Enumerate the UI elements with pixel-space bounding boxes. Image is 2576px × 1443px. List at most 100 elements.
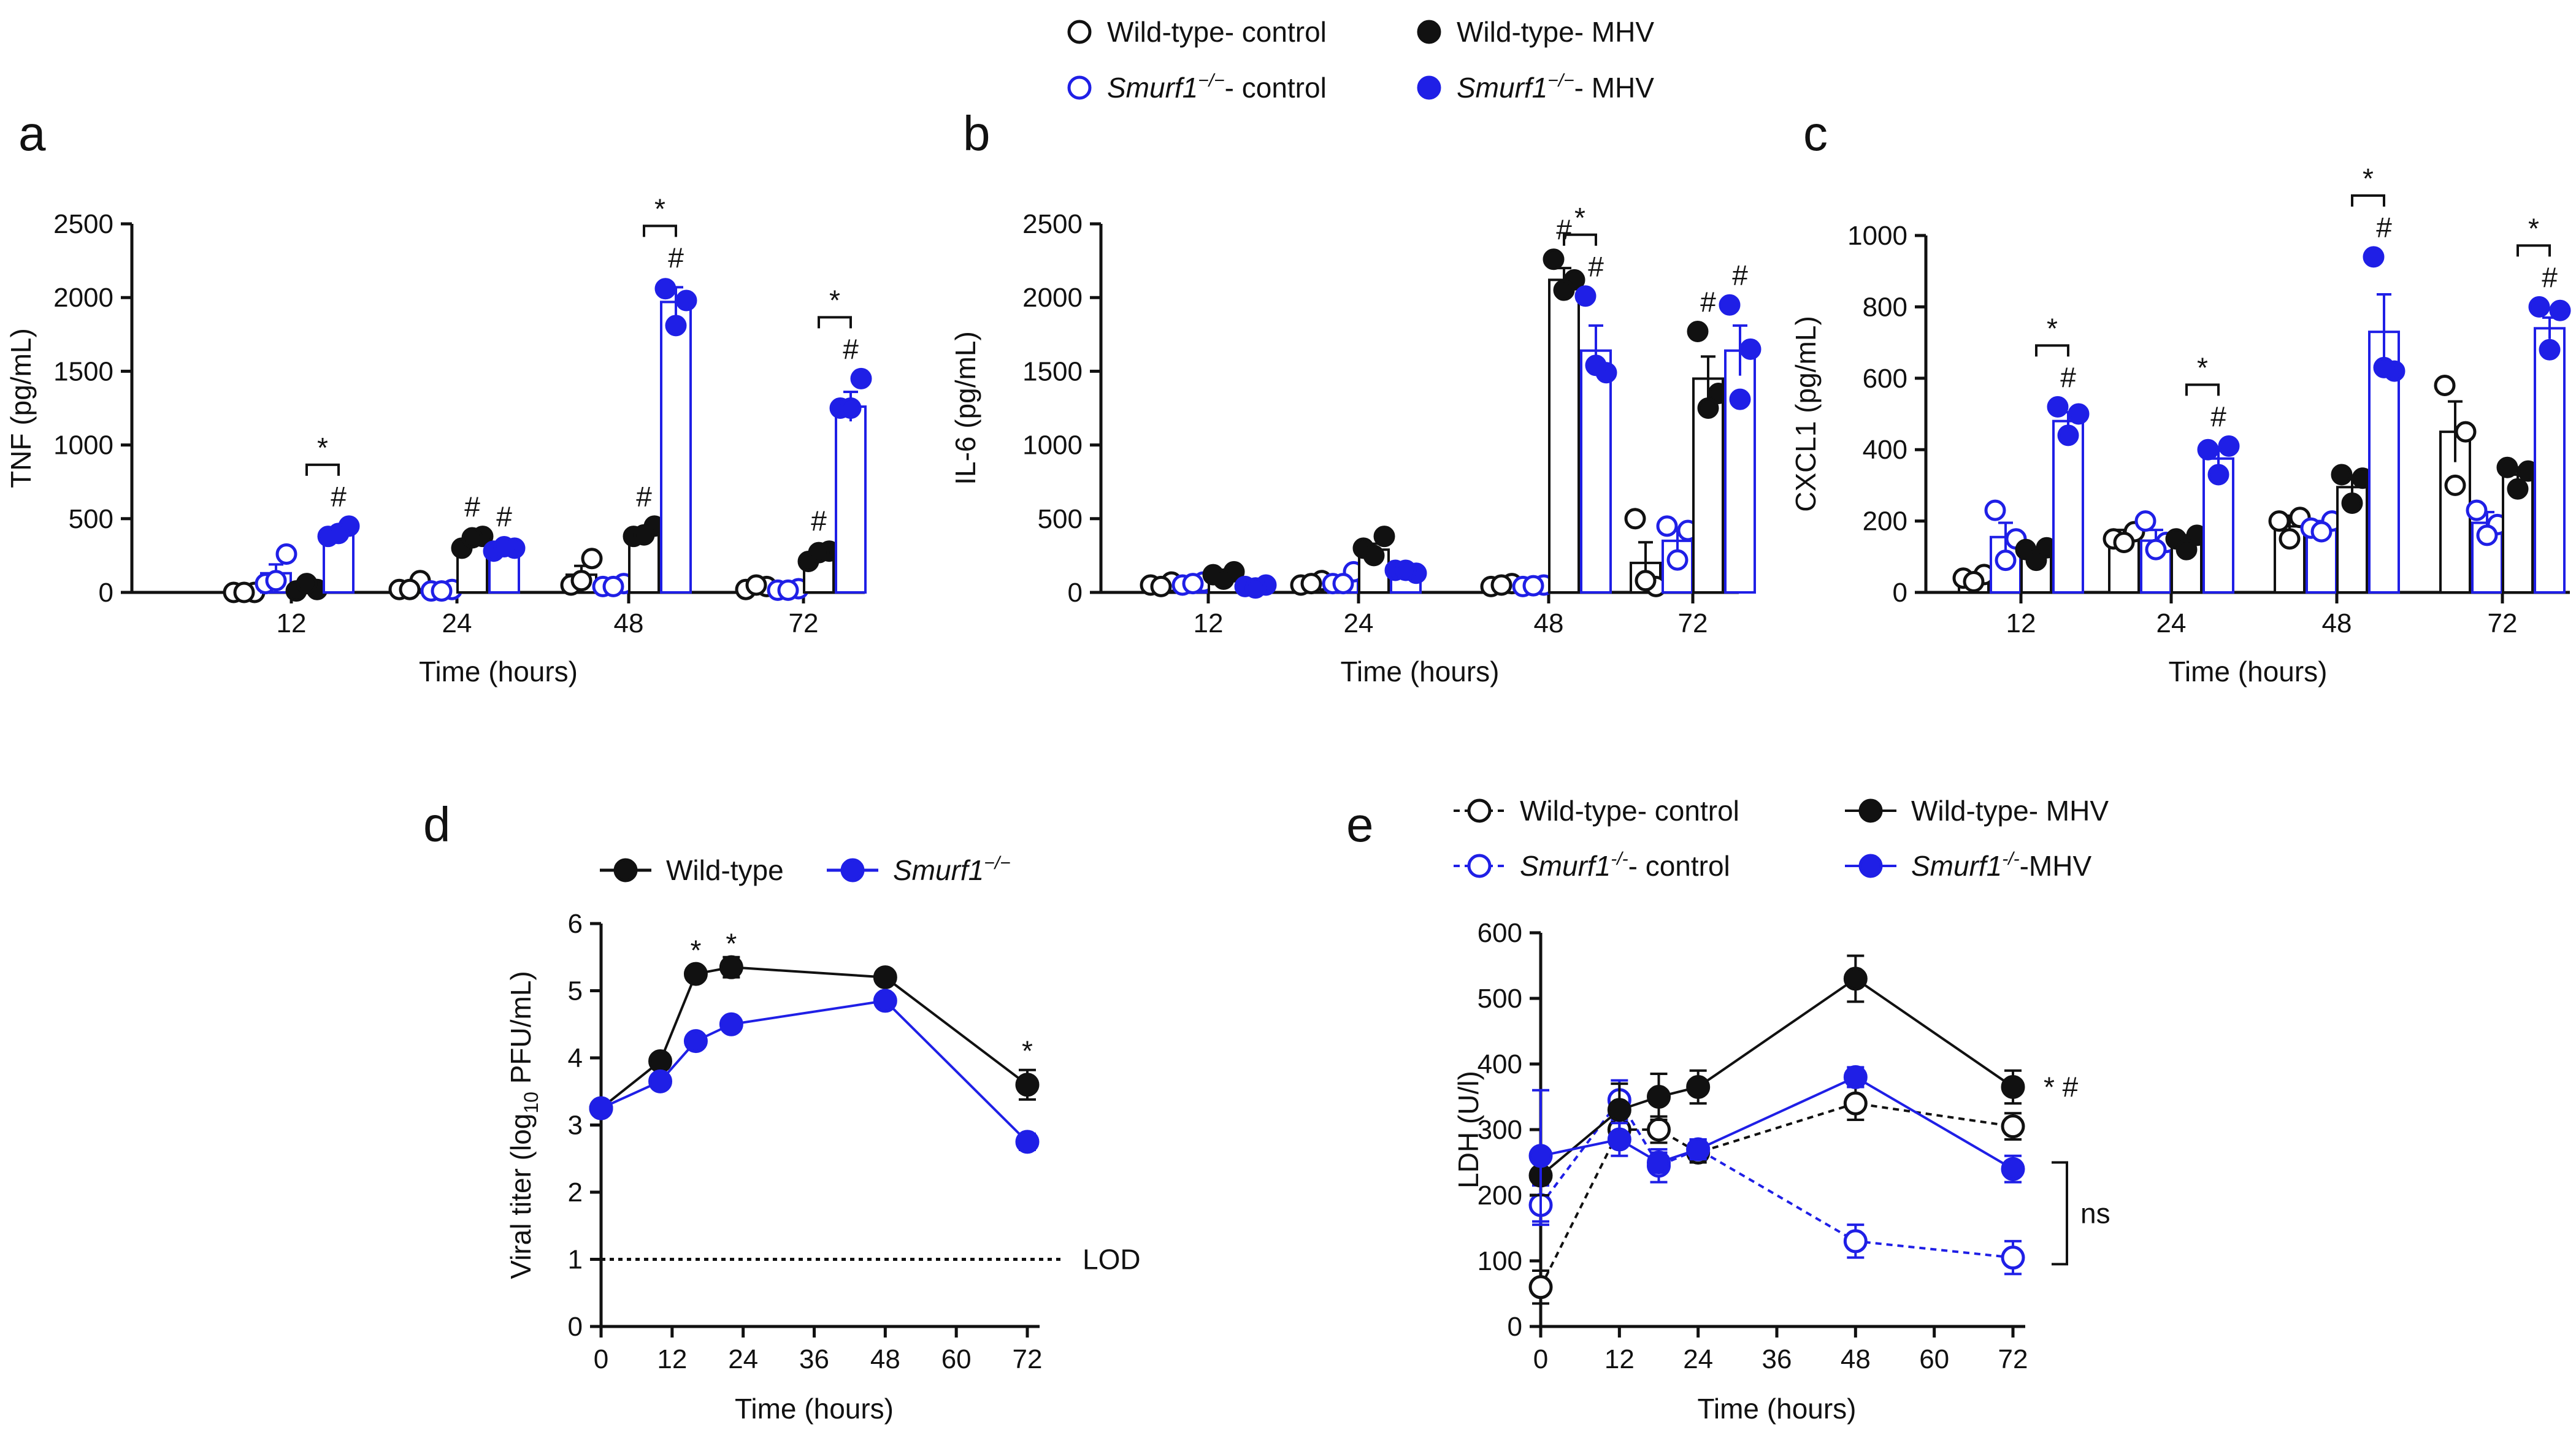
x-axis-label: Time (hours) — [2169, 656, 2328, 687]
data-point — [2001, 1074, 2025, 1099]
legend-d-item-1-label: Smurf1−/− — [893, 853, 1011, 886]
data-point — [1729, 388, 1751, 410]
data-point — [2434, 374, 2456, 396]
data-point — [1843, 1065, 1868, 1089]
y-tick-label: 1500 — [53, 356, 113, 386]
x-tick-label: 72 — [789, 608, 819, 638]
data-point — [648, 1069, 673, 1093]
y-tick-label: 1000 — [53, 431, 113, 461]
data-point — [1647, 1085, 1671, 1109]
star-annotation: * — [2363, 163, 2374, 194]
hash-annotation: # — [2376, 212, 2392, 243]
legend-marker — [840, 858, 865, 882]
data-point — [2001, 1246, 2025, 1270]
legend-e-item-3-label: Smurf1-/--MHV — [1911, 849, 2091, 882]
y-tick-label: 4 — [568, 1043, 583, 1073]
data-point — [602, 575, 624, 597]
bar — [1724, 349, 1756, 594]
legend-marker — [1858, 798, 1883, 823]
x-tick-label: 0 — [1533, 1344, 1548, 1374]
star-annotation: * — [317, 432, 328, 464]
panel-e: e Wild-type- control Wild-type- MHV Smurf1-… — [1346, 795, 2110, 1425]
data-point — [1490, 574, 1512, 596]
ns-bracket — [2052, 1161, 2068, 1266]
y-tick-label: 300 — [1478, 1115, 1522, 1145]
data-point — [1697, 397, 1719, 419]
data-point — [1244, 577, 1267, 599]
data-point — [1182, 573, 1204, 595]
data-point — [873, 965, 897, 990]
series-line — [1540, 1076, 2014, 1170]
y-tick-label: 0 — [1893, 578, 1907, 608]
x-tick-label: 60 — [941, 1344, 972, 1374]
data-point — [2476, 524, 2498, 546]
data-point — [1843, 1229, 1868, 1254]
data-point — [2331, 464, 2353, 486]
bar — [660, 300, 692, 594]
data-point — [2047, 396, 2069, 418]
data-point — [1553, 279, 1575, 301]
significance-bracket — [1563, 233, 1597, 246]
data-point — [2507, 478, 2529, 500]
star-annotation: * — [2047, 312, 2058, 344]
x-tick-label: 48 — [1534, 608, 1564, 638]
y-tick-label: 1000 — [1022, 431, 1083, 461]
data-point — [1015, 1073, 1040, 1097]
x-tick-label: 12 — [657, 1344, 687, 1374]
data-point — [1843, 1091, 1868, 1116]
panel-b: b 0 500 1000 1500 2000 2500 IL-6 (pg/mL) Time (h… — [949, 106, 1761, 687]
star-annotation: * — [1574, 202, 1585, 234]
data-point — [2268, 510, 2290, 532]
x-tick-label: 48 — [614, 608, 644, 638]
data-point — [1607, 1127, 1631, 1152]
x-tick-label: 12 — [2006, 608, 2036, 638]
y-axis-label: CXCL1 (pg/mL) — [1790, 316, 1822, 512]
data-point — [2310, 521, 2333, 543]
significance-bracket — [643, 224, 677, 237]
y-tick-label: 2 — [568, 1177, 583, 1208]
x-tick-label: 24 — [2156, 608, 2187, 638]
legend-marker — [1067, 20, 1092, 44]
data-point — [1739, 338, 1761, 360]
data-point — [1843, 966, 1868, 991]
data-point — [1635, 570, 1657, 592]
data-point — [1585, 354, 1607, 377]
lod-label: LOD — [1083, 1244, 1141, 1276]
hash-annotation: # — [2060, 361, 2076, 393]
series-line — [1539, 1102, 2014, 1288]
data-point — [1686, 1074, 1711, 1099]
data-point — [233, 581, 255, 603]
data-point — [1373, 526, 1395, 548]
legend-top: Wild-type- control Wild-type- MHV Smurf1−/… — [1067, 16, 1654, 104]
data-point — [1647, 1117, 1671, 1142]
panel-label: b — [963, 106, 991, 161]
legend-top-item-0-label: Wild-type- control — [1107, 16, 1327, 48]
panel-label: d — [423, 797, 451, 852]
bar — [1548, 278, 1580, 594]
data-point — [328, 522, 350, 545]
y-tick-label: 6 — [568, 909, 583, 939]
legend-e-item-0-label: Wild-type- control — [1520, 795, 1739, 827]
significance-bracket — [2035, 344, 2069, 357]
data-point — [2528, 296, 2550, 318]
hash-annotation: # — [1700, 286, 1716, 318]
data-point — [1995, 549, 2017, 572]
y-tick-label: 1500 — [1022, 356, 1083, 386]
data-point — [570, 570, 592, 592]
data-point — [2068, 403, 2090, 425]
star-annotation: * — [726, 927, 737, 959]
legend-marker — [1417, 20, 1441, 44]
x-tick-label: 48 — [2322, 608, 2352, 638]
legend-top-item-1-label: Wild-type- MHV — [1457, 16, 1654, 48]
bar — [2052, 419, 2084, 594]
legend-marker — [1858, 854, 1883, 878]
y-tick-label: 2000 — [1022, 283, 1083, 313]
data-point — [2218, 435, 2240, 457]
data-point — [1332, 573, 1354, 595]
star-annotation: * — [2528, 212, 2539, 244]
bar — [2534, 327, 2566, 594]
panel-label: a — [18, 106, 46, 161]
data-point — [777, 579, 799, 601]
star-annotation: * — [654, 193, 665, 224]
